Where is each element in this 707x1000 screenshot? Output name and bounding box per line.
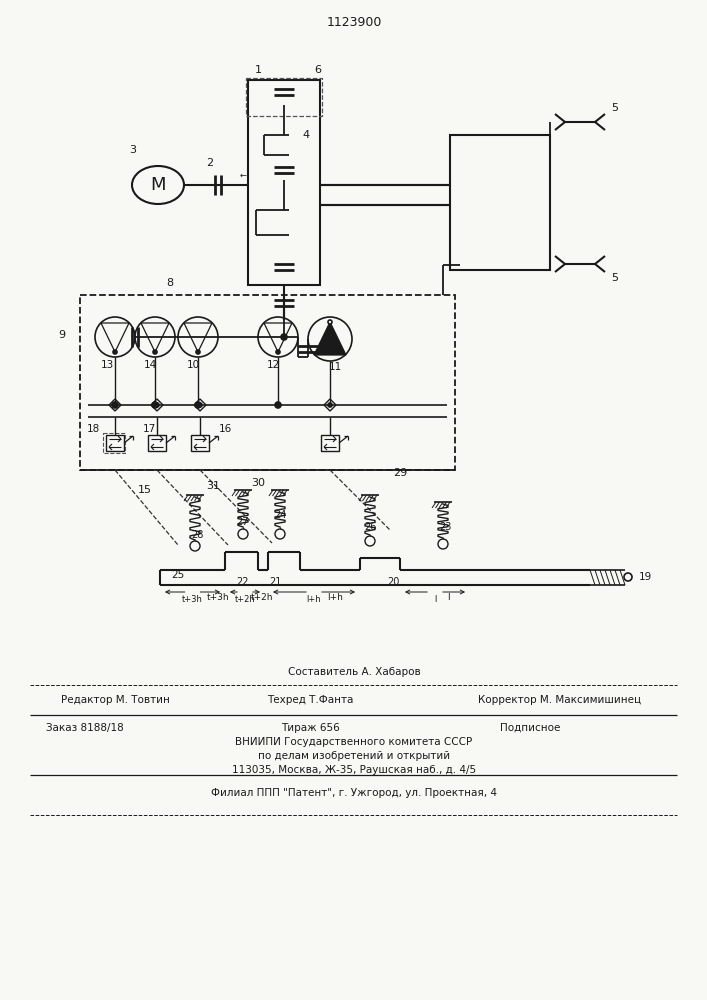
Text: 9: 9 bbox=[59, 330, 66, 340]
Text: t+3h: t+3h bbox=[206, 593, 229, 602]
Bar bbox=[106, 435, 124, 451]
Text: 113035, Москва, Ж-35, Раушская наб., д. 4/5: 113035, Москва, Ж-35, Раушская наб., д. … bbox=[232, 765, 476, 775]
Circle shape bbox=[198, 403, 202, 407]
Text: t+2h: t+2h bbox=[235, 595, 255, 604]
Bar bbox=[246, 78, 322, 116]
Text: M: M bbox=[151, 176, 165, 194]
Text: 26: 26 bbox=[364, 522, 376, 532]
Text: 5: 5 bbox=[612, 103, 619, 113]
Circle shape bbox=[113, 350, 117, 354]
Text: 24: 24 bbox=[274, 510, 286, 520]
Text: Тираж 656: Тираж 656 bbox=[281, 723, 339, 733]
Text: 2: 2 bbox=[206, 158, 214, 168]
Bar bbox=[103, 433, 125, 453]
Text: 1123900: 1123900 bbox=[327, 15, 382, 28]
Text: 27: 27 bbox=[237, 517, 250, 527]
Text: 3: 3 bbox=[129, 145, 136, 155]
Circle shape bbox=[196, 350, 200, 354]
Text: Техред Т.Фанта: Техред Т.Фанта bbox=[267, 695, 354, 705]
Text: 31: 31 bbox=[206, 481, 220, 491]
Text: по делам изобретений и открытий: по делам изобретений и открытий bbox=[258, 751, 450, 761]
Circle shape bbox=[328, 320, 332, 324]
Circle shape bbox=[155, 403, 159, 407]
Text: 29: 29 bbox=[393, 468, 407, 478]
Text: 21: 21 bbox=[269, 577, 281, 587]
Text: 28: 28 bbox=[191, 530, 203, 540]
Text: 1: 1 bbox=[255, 65, 262, 75]
Bar bbox=[148, 435, 166, 451]
Text: 17: 17 bbox=[142, 424, 156, 434]
Text: Заказ 8188/18: Заказ 8188/18 bbox=[46, 723, 124, 733]
Text: 25: 25 bbox=[171, 570, 185, 580]
Text: 5: 5 bbox=[612, 273, 619, 283]
Text: l+h: l+h bbox=[307, 595, 321, 604]
Text: Подписное: Подписное bbox=[500, 723, 560, 733]
Bar bbox=[450, 135, 550, 270]
Text: Редактор М. Товтин: Редактор М. Товтин bbox=[61, 695, 170, 705]
Circle shape bbox=[281, 334, 287, 340]
Text: Филиал ППП "Патент", г. Ужгород, ул. Проектная, 4: Филиал ППП "Патент", г. Ужгород, ул. Про… bbox=[211, 788, 497, 798]
Text: 10: 10 bbox=[187, 360, 199, 370]
Bar bbox=[248, 80, 320, 285]
Text: 30: 30 bbox=[251, 478, 265, 488]
Text: 16: 16 bbox=[218, 424, 232, 434]
Text: l: l bbox=[434, 595, 436, 604]
Text: 8: 8 bbox=[166, 278, 173, 288]
Text: 12: 12 bbox=[267, 360, 280, 370]
Text: 22: 22 bbox=[237, 577, 250, 587]
Circle shape bbox=[153, 350, 157, 354]
Text: 20: 20 bbox=[387, 577, 399, 587]
Circle shape bbox=[112, 402, 118, 408]
Polygon shape bbox=[314, 322, 346, 355]
Bar bbox=[191, 435, 209, 451]
Text: l: l bbox=[447, 593, 450, 602]
Text: 19: 19 bbox=[638, 572, 652, 582]
Text: 13: 13 bbox=[100, 360, 114, 370]
Text: 18: 18 bbox=[86, 424, 100, 434]
Text: 23: 23 bbox=[439, 522, 451, 532]
Text: 14: 14 bbox=[144, 360, 157, 370]
Text: 15: 15 bbox=[138, 485, 152, 495]
Text: l+h: l+h bbox=[327, 593, 343, 602]
Text: 6: 6 bbox=[315, 65, 322, 75]
Text: 4: 4 bbox=[303, 130, 310, 140]
Text: Составитель А. Хабаров: Составитель А. Хабаров bbox=[288, 667, 421, 677]
Text: Корректор М. Максимишинец: Корректор М. Максимишинец bbox=[479, 695, 641, 705]
Circle shape bbox=[328, 403, 332, 407]
Circle shape bbox=[195, 402, 201, 408]
Text: ВНИИПИ Государственного комитета СССР: ВНИИПИ Государственного комитета СССР bbox=[235, 737, 472, 747]
Bar bbox=[80, 295, 455, 470]
Bar bbox=[321, 435, 339, 451]
Circle shape bbox=[275, 402, 281, 408]
Text: ←: ← bbox=[240, 170, 247, 180]
Circle shape bbox=[152, 402, 158, 408]
Circle shape bbox=[113, 403, 117, 407]
Text: 11: 11 bbox=[328, 362, 341, 372]
Text: t+2h: t+2h bbox=[251, 593, 273, 602]
Text: t+3h: t+3h bbox=[182, 595, 203, 604]
Circle shape bbox=[276, 350, 280, 354]
